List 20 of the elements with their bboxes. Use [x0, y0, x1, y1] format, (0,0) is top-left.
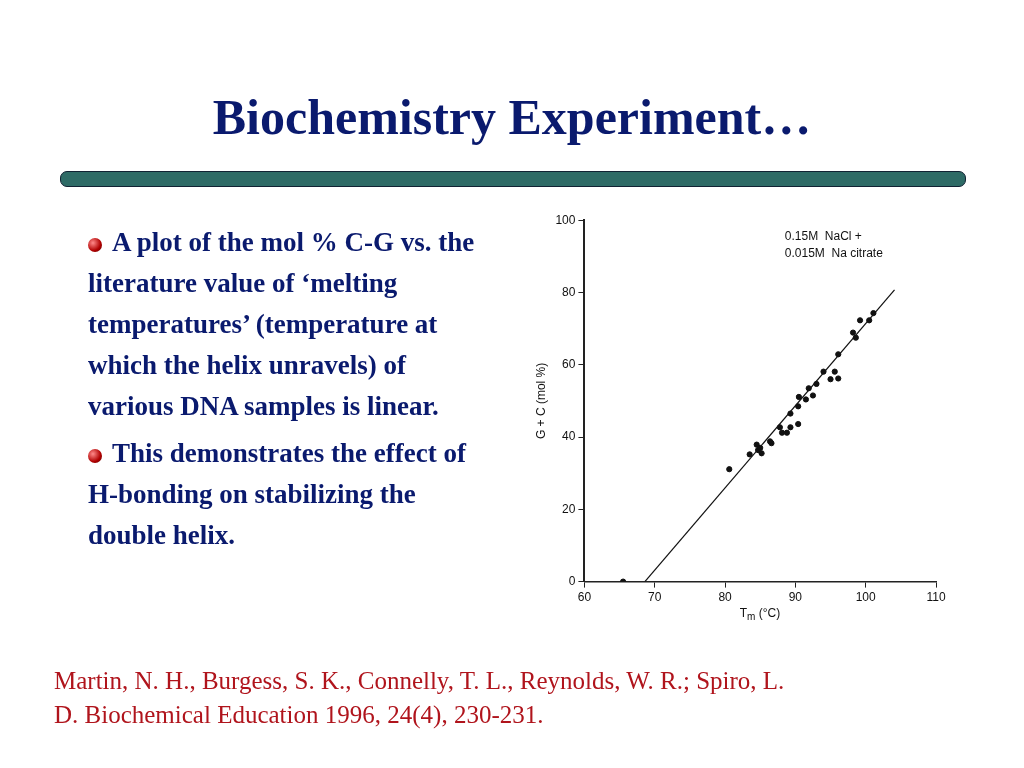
text: A plot of the mol % C-G vs. the literature value of ‘melting temperatures’ (temperature at which the helix unravels) of various DNA samples is linear.	[88, 226, 476, 423]
text: This demonstrates the effect of H-bonding on stabilizing the double helix.	[88, 437, 468, 552]
x-tick-label: 70	[648, 590, 662, 605]
x-tick-label: 80	[718, 590, 733, 605]
x-axis-title: T$_{m}$ (°C)	[738, 606, 782, 623]
y-tick-label: 100	[555, 212, 576, 227]
annotation: 0.015M Na citrate	[784, 245, 884, 260]
y-tick-label: 40	[562, 429, 576, 444]
y-tick-label: 60	[562, 357, 576, 372]
y-tick-label: 20	[562, 501, 576, 516]
y-tick-label: 80	[562, 284, 576, 299]
text: Martin, N. H., Burgess, S. K., Connelly, T. L., Reynolds, W. R.; Spiro, L. D. Biochemical Education 1996, 24(4), 230-231.	[54, 666, 786, 731]
chart-title: Biochemistry Experiment…	[211, 88, 813, 146]
x-tick-label: 110	[926, 590, 946, 605]
y-tick-label: 0	[568, 573, 576, 588]
x-tick-label: 90	[788, 590, 803, 605]
x-tick-label: 60	[577, 590, 592, 605]
x-tick-label: 100	[855, 590, 877, 605]
y-axis-title: G + C (mol %)	[533, 362, 548, 440]
annotation: 0.15M NaCl +	[784, 228, 862, 243]
